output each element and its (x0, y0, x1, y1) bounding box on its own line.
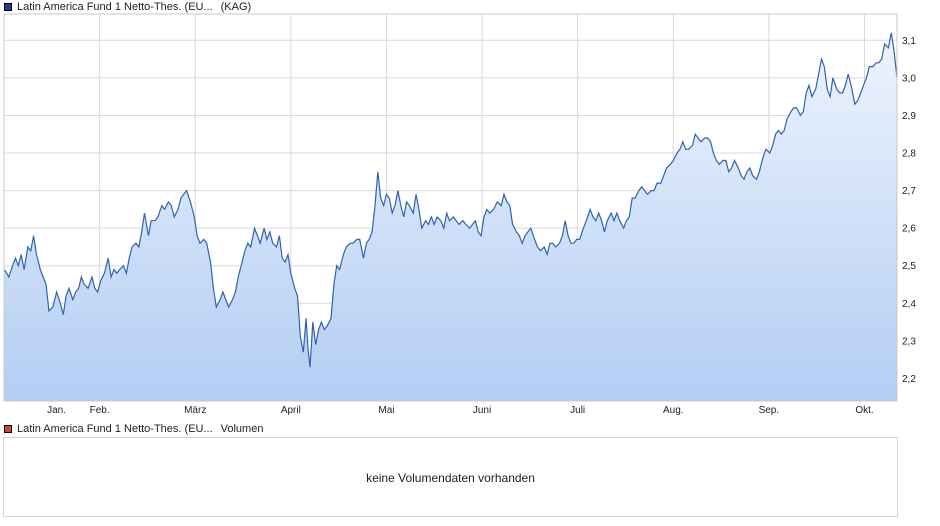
no-volume-message: keine Volumendaten vorhanden (366, 471, 535, 485)
volume-legend-swatch (4, 425, 12, 433)
price-line (3, 32, 898, 368)
volume-legend-tag: Volumen (220, 423, 264, 435)
y-axis: 2,2 2,3 2,4 2,5 2,6 2,7 2,8 2,9 3,0 3,1 (902, 36, 916, 385)
y-tick-label: 2,3 (902, 336, 916, 347)
price-chart: 2,2 2,3 2,4 2,5 2,6 2,7 2,8 2,9 3,0 3,1 Jan. Feb. M… (3, 13, 916, 416)
volume-panel: keine Volumendaten vorhanden (3, 437, 898, 517)
price-area (4, 32, 897, 402)
x-tick-label: Juli (570, 405, 585, 416)
price-legend-name: Latin America Fund 1 Netto-Thes. (EU... (17, 1, 213, 13)
x-axis: Jan. Feb. März April Mai Juni Juli Aug. Sep. Okt.… (47, 405, 874, 416)
x-tick-label: Aug. (663, 405, 684, 416)
y-tick-label: 2,2 (902, 374, 916, 385)
x-tick-label: Juni (473, 405, 491, 416)
y-tick-label: 2,8 (902, 149, 916, 160)
x-tick-label: Jan. (47, 405, 66, 416)
x-tick-label: März (184, 405, 206, 416)
x-tick-label: April (281, 405, 301, 416)
x-tick-label: Mai (378, 405, 394, 416)
x-tick-label: Feb. (90, 405, 110, 416)
price-legend: Latin America Fund 1 Netto-Thes. (EU... … (4, 1, 251, 13)
y-tick-label: 3,0 (902, 73, 916, 84)
volume-legend: Latin America Fund 1 Netto-Thes. (EU... … (4, 423, 263, 435)
y-tick-label: 2,7 (902, 186, 916, 197)
x-tick-label: Okt. (855, 405, 873, 416)
price-legend-swatch (4, 3, 12, 11)
price-legend-tag: (KAG) (220, 1, 252, 13)
y-tick-label: 2,9 (902, 111, 916, 122)
y-tick-label: 2,5 (902, 261, 916, 272)
y-tick-label: 2,6 (902, 224, 916, 235)
y-tick-label: 3,1 (902, 36, 916, 47)
plot-frame (3, 13, 898, 402)
volume-legend-name: Latin America Fund 1 Netto-Thes. (EU... (17, 423, 213, 435)
x-tick-label: Sep. (759, 405, 780, 416)
y-tick-label: 2,4 (902, 299, 916, 310)
